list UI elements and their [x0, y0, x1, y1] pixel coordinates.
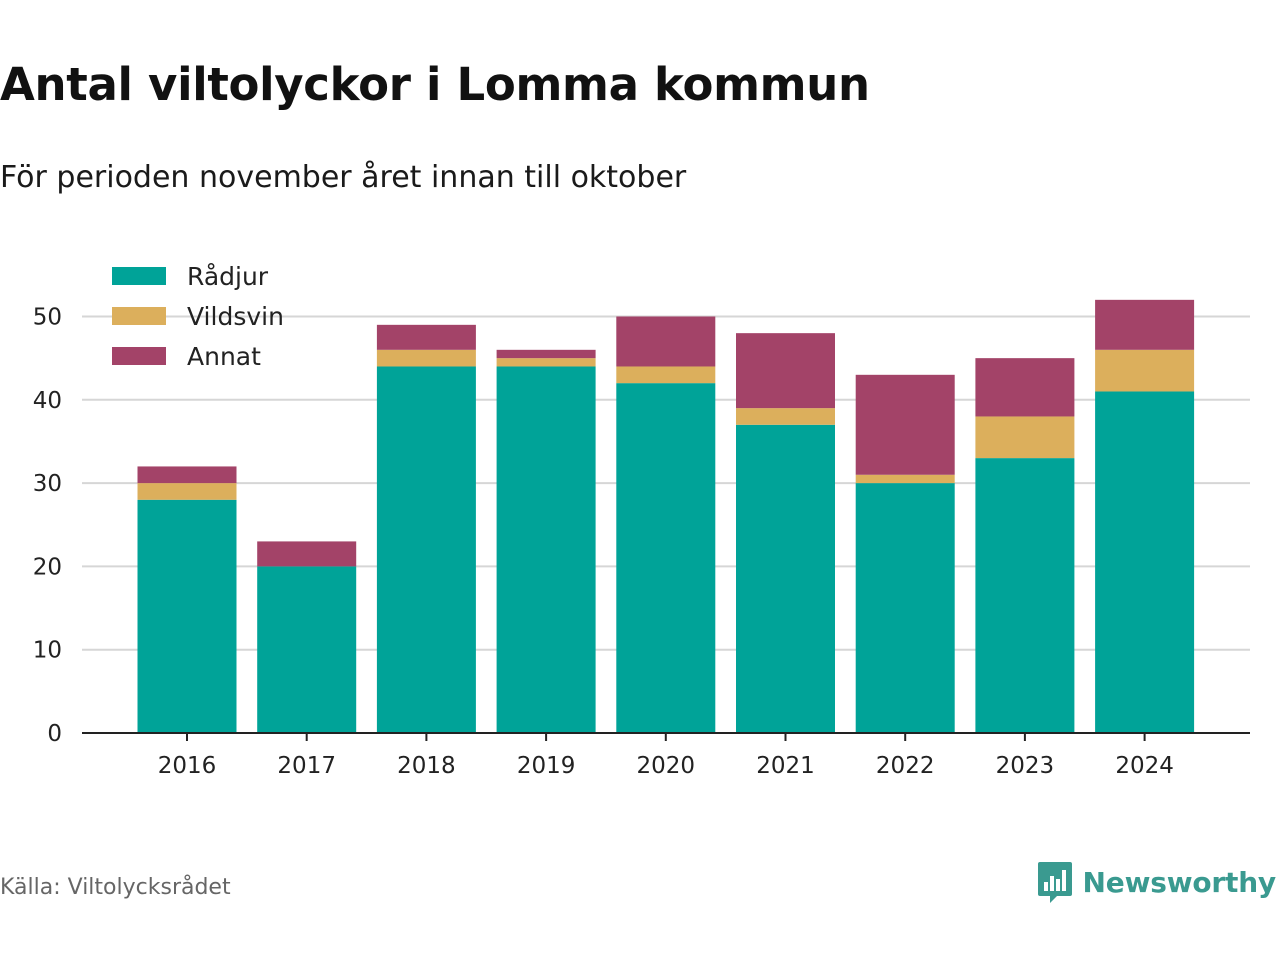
chart-subtitle: För perioden november året innan till ok…: [0, 160, 687, 195]
y-axis-ticks: 0 10 20 30 40 50: [33, 305, 62, 748]
chart-title: Antal viltolyckor i Lomma kommun: [0, 58, 870, 111]
bar-segment-0-2023: [975, 458, 1075, 733]
bar-segment-0-2018: [376, 366, 476, 733]
bars: [137, 299, 1195, 733]
legend-swatch-1: [112, 307, 166, 325]
x-tick-label: 2017: [277, 753, 336, 779]
bar-segment-2-2020: [616, 316, 716, 367]
brand-name: Newsworthy: [1082, 865, 1277, 899]
x-tick-label: 2023: [996, 753, 1055, 779]
bar-segment-1-2016: [137, 483, 237, 500]
x-tick-label: 2024: [1115, 753, 1174, 779]
bar-segment-0-2016: [137, 499, 237, 733]
bar-segment-2-2017: [257, 541, 357, 567]
x-axis-ticks: 2016 2017 2018 2019 2020 2021 2022 2023 2024: [158, 733, 1174, 779]
bar-segment-0-2021: [736, 424, 835, 733]
legend-swatch-0: [112, 267, 166, 285]
bar-segment-1-2021: [736, 408, 835, 425]
bar-segment-2-2021: [736, 333, 835, 409]
bar-segment-1-2024: [1095, 349, 1195, 392]
x-tick-label: 2021: [756, 753, 815, 779]
bar-segment-2-2018: [376, 324, 476, 350]
bar-segment-0-2017: [257, 566, 357, 733]
brand[interactable]: Newsworthy: [1037, 860, 1276, 904]
bar-segment-0-2019: [496, 366, 596, 733]
legend-label-1: Vildsvin: [187, 302, 284, 331]
bar-segment-2-2019: [496, 349, 596, 359]
bar-segment-1-2018: [376, 349, 476, 367]
legend-swatch-2: [112, 347, 166, 365]
x-tick-label: 2019: [517, 753, 576, 779]
bar-segment-1-2022: [855, 474, 955, 484]
legend-label-2: Annat: [187, 342, 261, 371]
x-tick-label: 2016: [158, 753, 217, 779]
y-tick-label: 30: [33, 471, 62, 497]
x-tick-label: 2018: [397, 753, 456, 779]
bar-segment-0-2024: [1095, 391, 1195, 733]
y-tick-label: 50: [33, 305, 62, 331]
bar-segment-1-2023: [975, 416, 1075, 459]
x-tick-label: 2022: [876, 753, 935, 779]
bar-segment-2-2023: [975, 358, 1075, 417]
y-tick-label: 0: [47, 721, 62, 747]
bar-segment-0-2022: [855, 483, 955, 733]
stacked-bar-chart: 0 10 20 30 40 50 2016 2017 2018 2019 2020 2021 2022…: [33, 262, 1250, 779]
y-tick-label: 10: [33, 638, 62, 664]
bar-segment-2-2024: [1095, 299, 1195, 350]
source-note: Källa: Viltolycksrådet: [0, 875, 231, 900]
bar-segment-1-2020: [616, 366, 716, 384]
bar-segment-2-2022: [855, 374, 955, 475]
legend-label-0: Rådjur: [187, 262, 269, 291]
y-tick-label: 20: [33, 554, 62, 580]
bar-segment-2-2016: [137, 466, 237, 484]
bar-segment-1-2019: [496, 358, 596, 367]
newsworthy-logo-icon: [1037, 862, 1072, 903]
y-tick-label: 40: [33, 388, 62, 414]
bar-segment-0-2020: [616, 383, 716, 733]
x-tick-label: 2020: [637, 753, 696, 779]
legend: Rådjur Vildsvin Annat: [112, 262, 284, 371]
